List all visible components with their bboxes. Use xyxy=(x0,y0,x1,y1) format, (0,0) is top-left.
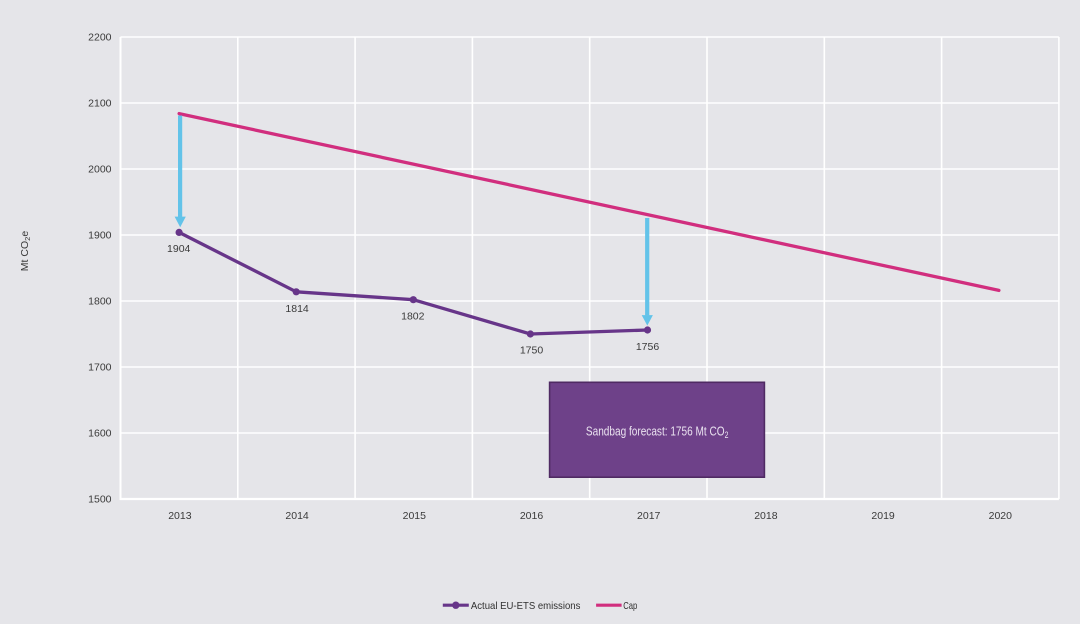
svg-text:Mt CO2e: Mt CO2e xyxy=(19,231,32,272)
svg-text:1904: 1904 xyxy=(167,243,191,255)
svg-text:2020: 2020 xyxy=(989,510,1013,522)
svg-text:1814: 1814 xyxy=(285,303,309,315)
svg-text:2018: 2018 xyxy=(754,510,778,522)
svg-text:2100: 2100 xyxy=(88,98,112,110)
svg-text:2200: 2200 xyxy=(88,32,112,44)
svg-text:1600: 1600 xyxy=(88,428,112,440)
svg-text:Actual EU-ETS emissions: Actual EU-ETS emissions xyxy=(471,600,581,612)
svg-text:Cap: Cap xyxy=(623,600,637,612)
svg-text:2019: 2019 xyxy=(871,510,895,522)
svg-text:1700: 1700 xyxy=(88,362,112,374)
svg-text:Sandbag forecast: 1756 Mt CO2: Sandbag forecast: 1756 Mt CO2 xyxy=(586,424,729,441)
svg-text:2000: 2000 xyxy=(88,164,112,176)
svg-text:1800: 1800 xyxy=(88,296,112,308)
svg-text:2013: 2013 xyxy=(168,510,192,522)
svg-text:1900: 1900 xyxy=(88,230,112,242)
svg-text:1802: 1802 xyxy=(401,311,425,323)
svg-text:1750: 1750 xyxy=(520,345,544,357)
svg-text:2015: 2015 xyxy=(403,510,427,522)
svg-text:1500: 1500 xyxy=(88,494,112,506)
svg-text:2014: 2014 xyxy=(285,510,309,522)
svg-text:1756: 1756 xyxy=(636,341,660,353)
svg-text:2017: 2017 xyxy=(637,510,661,522)
svg-text:2016: 2016 xyxy=(520,510,544,522)
